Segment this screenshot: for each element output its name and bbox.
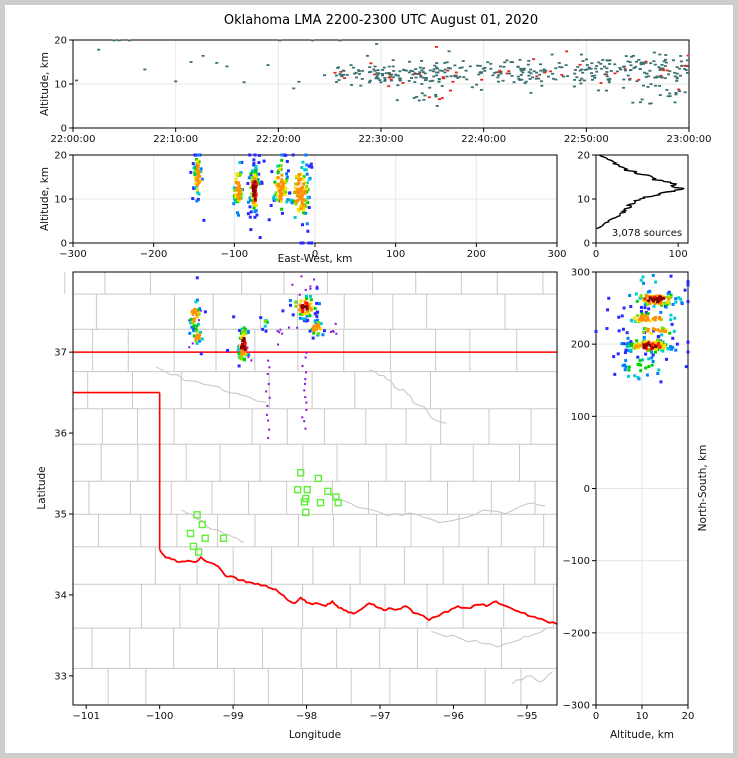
svg-text:20: 20: [577, 151, 590, 162]
svg-text:22:40:00: 22:40:00: [461, 134, 506, 145]
source-count-annotation: 3,078 sources: [611, 228, 683, 239]
svg-text:10: 10: [636, 711, 649, 722]
ns-panel-xlabel: Altitude, km: [609, 729, 675, 741]
svg-text:100: 100: [386, 249, 405, 260]
svg-text:0: 0: [312, 249, 318, 260]
svg-text:300: 300: [571, 268, 590, 279]
svg-text:22:20:00: 22:20:00: [256, 134, 301, 145]
panel-map: −101 −100 −99 −98 −97 −96 −95 33 34 35 36 37: [54, 271, 558, 722]
svg-text:−200: −200: [563, 628, 590, 639]
svg-text:−95: −95: [516, 711, 537, 722]
svg-text:22:10:00: 22:10:00: [153, 134, 198, 145]
svg-text:0: 0: [61, 239, 67, 250]
svg-text:22:30:00: 22:30:00: [359, 134, 404, 145]
time-panel-ylabel: Altitude, km: [39, 51, 51, 117]
figure-title: Oklahoma LMA 2200-2300 UTC August 01, 20…: [223, 13, 539, 28]
svg-text:10: 10: [577, 195, 590, 206]
svg-text:0: 0: [584, 239, 590, 250]
svg-text:−99: −99: [223, 711, 244, 722]
svg-text:20: 20: [54, 36, 67, 47]
panel-time-altitude: 22:00:00 22:10:00 22:20:00 22:30:00 22:40:00…: [51, 36, 712, 146]
svg-text:36: 36: [54, 429, 67, 440]
svg-text:0: 0: [584, 484, 590, 495]
map-ylabel: Latitude: [36, 466, 48, 510]
svg-text:33: 33: [54, 671, 67, 682]
ew-panel-xlabel: East-West, km: [277, 253, 353, 265]
svg-text:10: 10: [54, 80, 67, 91]
svg-text:−96: −96: [443, 711, 464, 722]
svg-text:20: 20: [682, 711, 695, 722]
ns-panel-ylabel: North-South, km: [697, 444, 709, 532]
svg-text:−100: −100: [221, 249, 248, 260]
svg-text:0: 0: [593, 249, 599, 260]
map-xlabel: Longitude: [288, 729, 342, 741]
ew-panel-ylabel: Altitude, km: [39, 166, 51, 232]
svg-text:37: 37: [54, 348, 67, 359]
svg-text:0: 0: [593, 711, 599, 722]
panel-altitude-histogram: 0 100 0 10 20: [577, 151, 689, 260]
svg-text:200: 200: [571, 340, 590, 351]
svg-text:22:00:00: 22:00:00: [51, 134, 96, 145]
svg-text:−300: −300: [563, 701, 590, 712]
svg-text:10: 10: [54, 195, 67, 206]
svg-text:100: 100: [669, 249, 688, 260]
svg-text:35: 35: [54, 509, 67, 520]
svg-text:−97: −97: [369, 711, 390, 722]
svg-text:−100: −100: [146, 711, 173, 722]
svg-text:−98: −98: [296, 711, 317, 722]
svg-text:−300: −300: [59, 249, 86, 260]
svg-text:200: 200: [467, 249, 486, 260]
svg-text:34: 34: [54, 590, 67, 601]
svg-text:23:00:00: 23:00:00: [667, 134, 712, 145]
svg-text:−200: −200: [140, 249, 167, 260]
svg-text:300: 300: [547, 249, 566, 260]
svg-text:20: 20: [54, 151, 67, 162]
panel-north-south: 0 10 20 −300 −200 −100 0 100 200 300: [563, 268, 695, 723]
panel-ew-altitude: −300 −200 −100 0 100 200 300 0 10 20: [54, 151, 566, 261]
svg-text:22:50:00: 22:50:00: [564, 134, 609, 145]
svg-text:100: 100: [571, 412, 590, 423]
svg-text:0: 0: [61, 124, 67, 135]
svg-text:−100: −100: [563, 556, 590, 567]
svg-text:−101: −101: [72, 711, 99, 722]
